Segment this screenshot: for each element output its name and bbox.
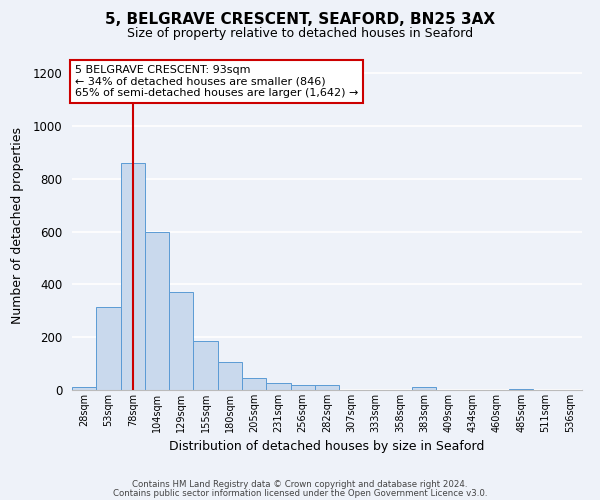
Bar xyxy=(412,388,436,390)
Bar xyxy=(290,384,315,390)
Bar xyxy=(121,163,145,390)
Bar xyxy=(315,385,339,390)
Y-axis label: Number of detached properties: Number of detached properties xyxy=(11,126,24,324)
Bar xyxy=(193,341,218,390)
Bar xyxy=(169,292,193,390)
Text: Contains HM Land Registry data © Crown copyright and database right 2024.: Contains HM Land Registry data © Crown c… xyxy=(132,480,468,489)
Bar xyxy=(72,388,96,390)
Bar xyxy=(509,388,533,390)
Bar xyxy=(242,378,266,390)
Text: Size of property relative to detached houses in Seaford: Size of property relative to detached ho… xyxy=(127,28,473,40)
Text: Contains public sector information licensed under the Open Government Licence v3: Contains public sector information licen… xyxy=(113,489,487,498)
X-axis label: Distribution of detached houses by size in Seaford: Distribution of detached houses by size … xyxy=(169,440,485,454)
Bar xyxy=(218,362,242,390)
Bar xyxy=(266,384,290,390)
Text: 5 BELGRAVE CRESCENT: 93sqm
← 34% of detached houses are smaller (846)
65% of sem: 5 BELGRAVE CRESCENT: 93sqm ← 34% of deta… xyxy=(74,65,358,98)
Bar xyxy=(96,307,121,390)
Text: 5, BELGRAVE CRESCENT, SEAFORD, BN25 3AX: 5, BELGRAVE CRESCENT, SEAFORD, BN25 3AX xyxy=(105,12,495,28)
Bar xyxy=(145,232,169,390)
